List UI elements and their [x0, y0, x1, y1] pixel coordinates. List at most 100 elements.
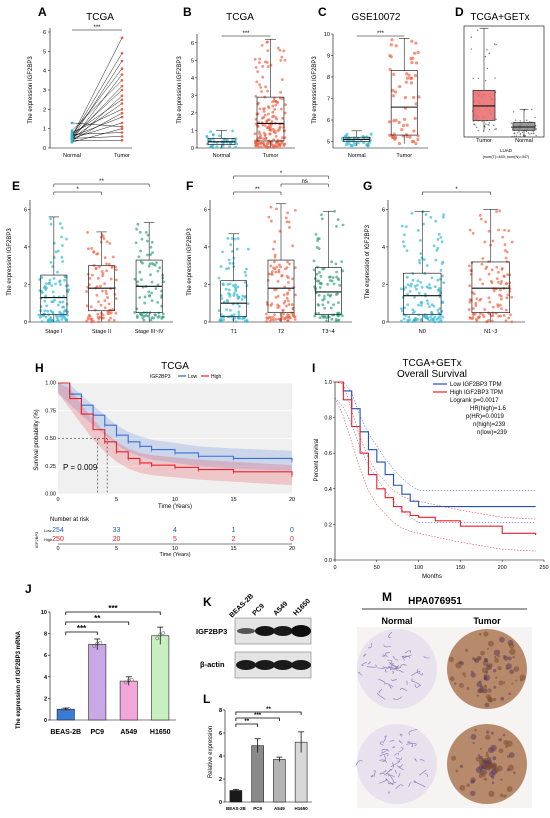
panel-h-risk-xtick: 10	[172, 546, 178, 552]
panel-a-xtick-tumor: Tumor	[114, 153, 130, 159]
panel-b-point	[266, 65, 270, 68]
panel-e-point	[99, 284, 102, 288]
panel-b-point	[205, 135, 209, 139]
panel-e-xtick: Stage II	[92, 329, 111, 335]
panel-i-stat-0: Logrank p=0.0017	[450, 398, 499, 404]
panel-e-point	[45, 304, 49, 308]
panel-i-ytick: 0.0	[324, 558, 332, 564]
panel-b-point	[234, 145, 238, 149]
panel-f-point	[312, 268, 316, 272]
panel-g-point	[427, 319, 431, 323]
panel-e-point	[138, 230, 142, 234]
panel-k-band-actin-4	[291, 660, 311, 670]
panel-f-point	[277, 305, 281, 308]
panel-c-xtick: Normal	[348, 153, 366, 159]
panel-h-title: TCGA	[161, 361, 189, 372]
panel-l-bar	[229, 790, 243, 803]
panel-m-tumor-texture	[507, 656, 512, 661]
panel-c-point	[392, 72, 396, 76]
panel-e-point	[144, 231, 148, 234]
panel-m-tumor-texture	[506, 768, 510, 772]
panel-b-point	[206, 142, 209, 146]
panel-e-point	[146, 314, 150, 318]
panel-e-point	[97, 317, 101, 321]
panel-f-point	[274, 295, 278, 299]
panel-f-point	[292, 315, 296, 318]
panel-m-normal-texture	[379, 772, 387, 776]
panel-b-point	[259, 145, 263, 149]
panel-h-xtick: 20	[289, 497, 295, 503]
panel-f-point	[278, 229, 282, 233]
panel-j-bracket-label: ***	[108, 604, 118, 613]
panel-i-ylabel: Percent survival	[314, 439, 320, 482]
panel-b-point	[279, 58, 283, 62]
panel-c-point	[393, 90, 398, 94]
panel-h-legend-high: High	[211, 374, 222, 380]
panel-b-ytick: 5	[191, 58, 194, 64]
panel-f-point	[320, 217, 324, 221]
panel-g-point	[432, 304, 436, 308]
panel-g-point	[426, 317, 430, 321]
panel-f-point	[327, 275, 331, 279]
panel-f-point	[227, 258, 231, 262]
panel-m-tumor-texture	[477, 754, 481, 757]
panel-l-xtick: BEAS-2B	[226, 806, 247, 811]
panel-f-point	[225, 298, 229, 302]
panel-d-point	[472, 120, 475, 122]
panel-h-risk-high: 20	[113, 536, 121, 543]
panel-j-barplot: The expression of IGF2BP3 mRNA 0 2 4 6 8 10 BE…	[16, 604, 176, 736]
panel-e-point	[135, 314, 139, 318]
panel-m-normal-texture	[377, 678, 386, 684]
panel-g-point	[502, 313, 506, 317]
panel-g-point	[409, 284, 413, 288]
panel-d-boxplot: TCGA+GETx Tumor Normal LUAD (num(T)=483; …	[463, 12, 545, 159]
panel-f-point	[232, 291, 236, 295]
panel-f-point	[336, 311, 339, 315]
panel-f-point	[233, 237, 237, 241]
panel-letter-a: A	[38, 5, 47, 19]
panel-m-tumor-texture	[472, 741, 475, 745]
panel-e-point	[99, 303, 103, 307]
panel-e-point	[114, 297, 118, 300]
panel-f-point	[337, 278, 341, 282]
panel-j-xtick: H1650	[150, 729, 171, 736]
panel-k-band-igf-1	[237, 628, 255, 634]
panel-g-point	[419, 252, 423, 255]
panel-e-point	[60, 235, 63, 239]
panel-g-point	[474, 301, 478, 305]
panel-e-point	[114, 311, 118, 315]
panel-m-tumor-texture	[495, 676, 498, 679]
panel-h-risk-low: 1	[232, 527, 236, 534]
panel-g-point	[481, 282, 485, 286]
panel-g-point	[432, 244, 436, 248]
panel-e-point	[138, 270, 142, 274]
panel-f-point	[246, 302, 250, 306]
panel-e-point	[39, 314, 43, 318]
panel-f-point	[313, 314, 317, 318]
panel-f-bracket	[233, 191, 282, 195]
panel-f-boxplot: The expression IGF2BP3 0 2 4 6 T1 T2 T3~4 ** ns *	[187, 171, 352, 335]
panel-b-point	[257, 145, 261, 149]
panel-m-tumor-texture	[478, 773, 484, 779]
panel-b-point	[272, 99, 276, 103]
panel-g-point	[416, 229, 420, 232]
panel-m-tumor-texture	[499, 636, 505, 643]
panel-g-point	[430, 276, 434, 280]
panel-g-point	[440, 240, 444, 244]
panel-m-normal-texture	[381, 755, 386, 762]
panel-e-point	[61, 260, 65, 263]
panel-m-normal-texture	[367, 661, 371, 665]
panel-d-point	[470, 36, 473, 38]
panel-i-ytick: 0.2	[324, 522, 332, 528]
panel-g-point	[480, 262, 484, 266]
panel-m-tumor-texture	[464, 648, 469, 652]
panel-g-point	[505, 296, 509, 300]
panel-j-replicate-point	[66, 707, 71, 711]
panel-f-point	[234, 287, 238, 291]
panel-f-point	[217, 309, 221, 313]
panel-m-normal-texture	[398, 766, 404, 771]
panel-m-normal-texture	[398, 740, 403, 744]
panel-c-xtick: Tumor	[396, 153, 412, 159]
panel-m-normal-texture	[390, 760, 401, 768]
panel-f-point	[320, 213, 323, 217]
